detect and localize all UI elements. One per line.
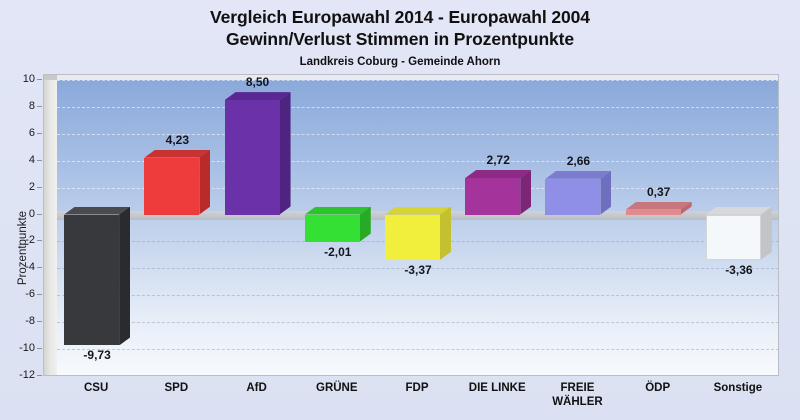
bar-value-label: 0,37 (646, 184, 671, 199)
gridline (57, 80, 778, 81)
gridline (57, 268, 778, 270)
left-wall-3d (44, 75, 57, 375)
bar-spd[interactable] (144, 149, 211, 215)
bar-value-label: 2,66 (566, 153, 591, 168)
gridline (57, 106, 778, 108)
y-axis-tick-mark (37, 294, 42, 296)
y-axis-tick-label: 0 (28, 207, 35, 220)
x-axis-label-freie-wähler: FREIE WÄHLER (552, 382, 603, 408)
bar-grüne[interactable] (304, 206, 371, 242)
bar-side-face (199, 149, 211, 215)
bar-top-face (545, 170, 612, 179)
bar-die-linke[interactable] (465, 169, 532, 215)
bar-value-label: 2,72 (486, 152, 510, 167)
y-axis-tick-mark (37, 375, 42, 376)
bar-side-face (680, 201, 692, 215)
x-axis-label-csu: CSU (83, 382, 109, 394)
bar-side-face (600, 170, 612, 215)
bar-freie-wähler[interactable] (545, 170, 612, 215)
y-axis-tick-label: -8 (25, 315, 35, 328)
bar-front-face (224, 100, 280, 215)
y-axis-tick-mark (37, 240, 42, 242)
bar-value-label: -3,37 (404, 262, 432, 277)
y-axis-tick-mark (37, 348, 42, 350)
y-axis-tick-label: 8 (28, 99, 35, 112)
x-axis-labels: CSU SPD AfD GRÜNE FDP DIE LINKE FREIE WÄHLER ÖD… (43, 381, 779, 419)
bar-side-face (760, 206, 772, 260)
bar-top-face (385, 206, 451, 215)
bar-top-face (625, 201, 692, 210)
y-axis-tick-mark (37, 105, 42, 107)
gridline (57, 349, 778, 351)
gridline (57, 322, 778, 324)
y-axis: Prozentpunkte 10 8 6 4 2 0 -2 -4 -6 -8 -10 -12 (0, 73, 43, 381)
y-axis-tick-label: -10 (19, 342, 35, 355)
y-axis-tick-mark (37, 213, 42, 215)
x-axis-label-grüne: GRÜNE (316, 382, 358, 394)
left-wall-top-edge (44, 75, 57, 80)
y-axis-tick-mark (37, 186, 42, 188)
plot-frame: -9,73 4,23 8,50 -2,01 -3,37 2,72 2,66 0,37 -3,36 (43, 74, 779, 376)
y-axis-tick-label: 2 (28, 180, 35, 193)
y-axis-tick-mark (37, 132, 42, 134)
x-axis-label-die-linke: DIE LINKE (468, 382, 526, 394)
bar-side-face (520, 169, 532, 215)
x-axis-label-ödp: ÖDP (645, 382, 671, 394)
bar-value-label: 8,50 (245, 75, 270, 90)
bar-sonstige[interactable] (705, 206, 772, 260)
bar-top-face (64, 206, 131, 215)
y-axis-tick-label: -6 (25, 288, 35, 301)
bar-front-face (144, 157, 200, 215)
bar-side-face (279, 92, 291, 215)
x-axis-label-spd: SPD (164, 382, 189, 394)
bar-front-face (304, 214, 360, 242)
y-axis-tick-mark (37, 79, 42, 80)
bar-front-face (625, 209, 681, 215)
bar-ödp[interactable] (625, 201, 692, 215)
bar-front-face (64, 214, 120, 346)
bar-csu[interactable] (64, 206, 131, 346)
bar-side-face (119, 206, 131, 346)
bar-top-face (224, 92, 291, 101)
bar-top-face (304, 206, 371, 215)
gridline (57, 160, 778, 162)
page-subtitle: Landkreis Coburg - Gemeinde Ahorn (299, 56, 501, 68)
y-axis-tick-mark (37, 321, 42, 323)
bar-afd[interactable] (224, 92, 291, 215)
bar-value-label: 4,23 (165, 132, 189, 147)
bar-fdp[interactable] (385, 206, 451, 260)
y-axis-tick-label: 10 (22, 73, 35, 85)
y-axis-tick-label: 4 (28, 153, 35, 166)
bar-side-face (440, 206, 451, 260)
gridline (57, 187, 778, 189)
y-axis-tick-mark (37, 159, 42, 161)
bar-top-face (705, 206, 772, 215)
y-axis-tick-mark (37, 267, 42, 269)
bar-front-face (705, 214, 761, 260)
page-title-line-1: Vergleich Europawahl 2014 - Europawahl 2… (210, 7, 590, 27)
bar-side-face (359, 206, 371, 242)
page-title-line-2: Gewinn/Verlust Stimmen in Prozentpunkte (225, 29, 575, 49)
x-axis-label-sonstige: Sonstige (713, 382, 763, 394)
y-axis-tick-label: -12 (19, 369, 35, 381)
bar-front-face (545, 178, 601, 215)
y-axis-tick-label: -2 (25, 234, 35, 247)
bar-value-label: -2,01 (324, 244, 352, 259)
bar-front-face (465, 177, 521, 215)
bar-value-label: -9,73 (83, 348, 111, 363)
bar-top-face (465, 169, 532, 178)
bar-front-face (385, 214, 440, 260)
y-axis-tick-label: 6 (28, 126, 35, 139)
y-axis-tick-label: -4 (25, 261, 35, 274)
x-axis-label-afd: AfD (246, 382, 267, 394)
gridline (57, 295, 778, 297)
bar-value-label: -3,36 (725, 262, 753, 277)
x-axis-label-fdp: FDP (405, 382, 429, 394)
gridline (57, 133, 778, 135)
bar-top-face (144, 149, 211, 158)
chart-title-block: Vergleich Europawahl 2014 - Europawahl 2… (0, 6, 800, 70)
